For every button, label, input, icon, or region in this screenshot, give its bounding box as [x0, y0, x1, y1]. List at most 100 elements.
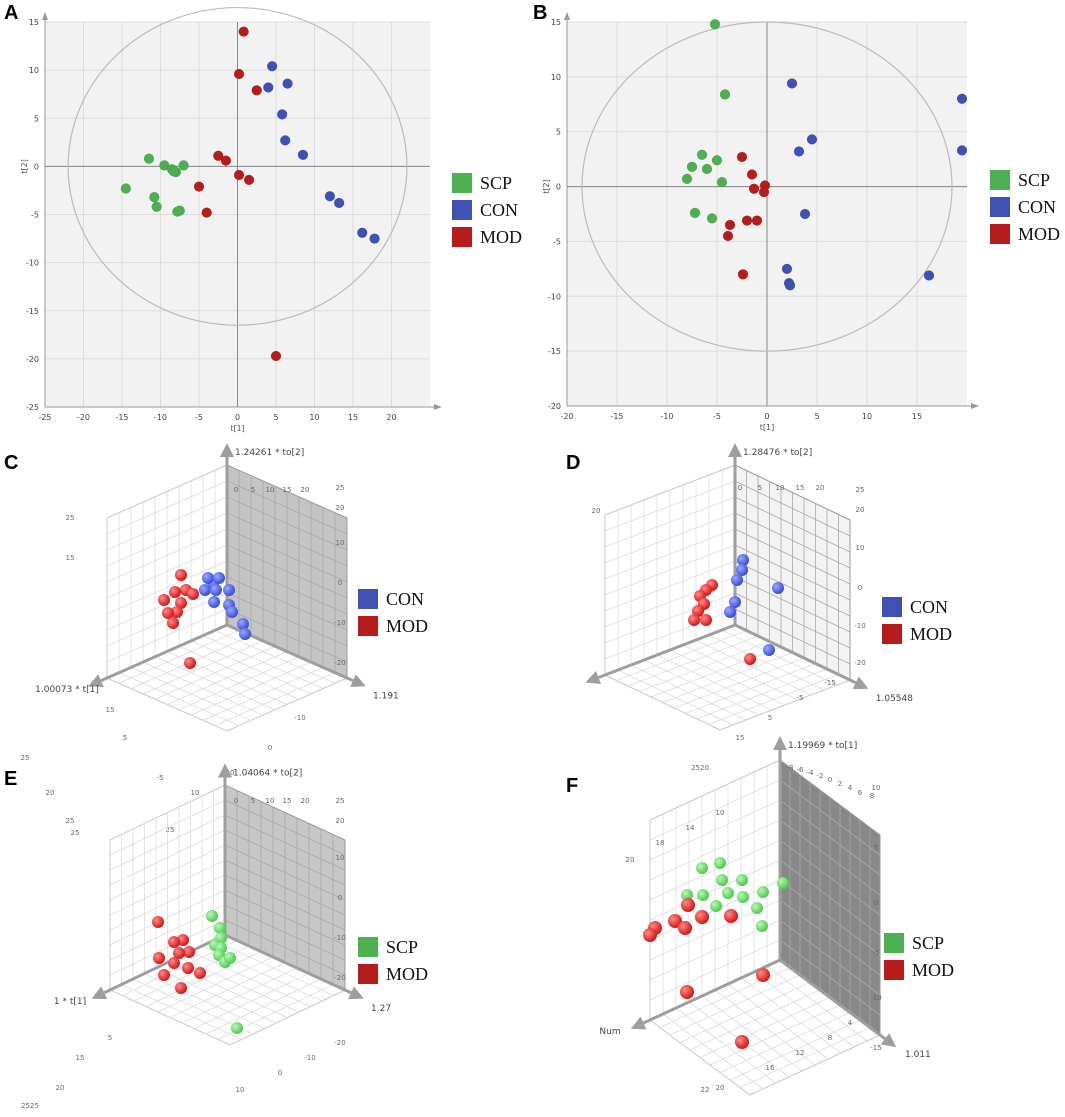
data-point-con: [239, 628, 251, 640]
grid-line: [154, 656, 276, 711]
grid-line: [649, 819, 781, 881]
grid-line: [604, 544, 736, 596]
axis-tick-label: 25: [336, 484, 345, 492]
axis-tick-label: 8: [828, 1034, 832, 1042]
grid-line: [226, 480, 348, 535]
legend-label-scp: SCP: [912, 933, 944, 953]
grid-line: [121, 984, 242, 1040]
data-point-con: [786, 78, 798, 89]
grid-line: [779, 779, 881, 856]
x-tick-label: -20: [77, 413, 90, 422]
grid-line: [701, 995, 803, 1072]
data-point-mod: [167, 617, 179, 629]
y-tick-label: 5: [556, 128, 561, 137]
grid-line: [649, 839, 781, 901]
z-axis-head: [220, 443, 234, 457]
axis-tick-label: 25: [21, 754, 30, 762]
data-point-scp: [714, 857, 726, 869]
data-point-mod: [243, 174, 255, 186]
grid-line: [662, 652, 793, 703]
data-point-mod: [748, 183, 760, 195]
axis-tick-label: 25: [66, 817, 75, 825]
axis-tick-label: 0: [338, 894, 342, 902]
grid-line: [630, 664, 747, 721]
data-point-mod: [746, 169, 758, 180]
score-plot-3d-e: 0 5 10 15 20 2520100-10-2025252520155100-10-2…: [21, 763, 428, 1110]
data-point-mod: [643, 928, 657, 942]
axis-tick-label: 5: [123, 734, 127, 742]
grid-line: [144, 973, 265, 1029]
data-point-mod: [169, 586, 181, 598]
grid-line: [673, 657, 805, 709]
grid-line: [779, 799, 881, 876]
data-point-mod: [153, 952, 165, 964]
data-point-mod: [158, 969, 170, 981]
data-point-con: [266, 61, 278, 72]
legend-label-scp: SCP: [1018, 170, 1050, 190]
score-plot-3d-c: 0 5 10 15 20 25 20 10 0 -10 -20 25 15 15 5 -5 10 20 0 -10 25…: [21, 443, 428, 837]
grid-line: [656, 654, 773, 711]
y-tick-label: 0: [556, 183, 561, 192]
data-point-con: [784, 280, 796, 291]
legend-label-mod: MOD: [480, 227, 522, 247]
x-tick-label: -5: [713, 412, 721, 421]
axis-tick-label: -10: [304, 1054, 315, 1062]
data-point-con: [956, 145, 968, 156]
x-axis-arrow: [971, 403, 979, 409]
grid-line: [779, 859, 881, 936]
x-axis-head: [88, 674, 104, 688]
data-point-mod: [175, 982, 187, 994]
axis-tick-label: 5: [758, 484, 762, 492]
data-point-scp: [681, 173, 693, 185]
grid-line: [696, 668, 828, 720]
grid-line: [649, 799, 781, 861]
hotelling-ellipse: [581, 21, 953, 352]
axis-tick-label: -15: [824, 679, 835, 687]
axis-tick-label: 20: [856, 506, 865, 514]
y-tick-label: 10: [551, 73, 561, 82]
axis-tick-label: -20: [334, 974, 345, 982]
grid-line: [719, 1012, 851, 1073]
x-tick-label: 10: [309, 413, 319, 422]
y-axis-arrow: [42, 12, 48, 20]
data-point-mod: [736, 151, 748, 163]
data-point-mod: [175, 569, 187, 581]
axis-tick-label: -5: [797, 694, 804, 702]
y-axis: [779, 958, 886, 1040]
legend-swatch-mod: [358, 964, 378, 984]
x-tick-label: -15: [610, 412, 623, 421]
x-tick-label: -10: [660, 412, 673, 421]
x-tick-label: 20: [386, 413, 396, 422]
axis-tick-label: 20: [626, 856, 635, 864]
axis-tick-label: 10: [336, 539, 345, 547]
grid-line: [118, 672, 240, 727]
data-point-con: [282, 78, 293, 89]
data-point-mod: [722, 230, 734, 242]
x-axis-head: [630, 1016, 647, 1030]
x-tick-label: -10: [154, 413, 167, 422]
data-point-scp: [706, 213, 718, 224]
x-axis: [642, 958, 781, 1025]
data-point-scp: [719, 89, 731, 100]
axis-tick-label: 0: [874, 899, 878, 907]
axis-tick-label: 15: [66, 554, 75, 562]
y-tick-label: -5: [553, 237, 561, 246]
y-axis: [734, 623, 857, 685]
grid-line: [224, 844, 346, 901]
data-point-mod: [681, 898, 695, 912]
axis-tick-label: 20: [592, 507, 601, 515]
data-point-scp: [149, 191, 160, 203]
y-tick-label: 5: [34, 114, 39, 123]
axis-tick-label: 0: [338, 579, 342, 587]
legend-label-mod: MOD: [910, 624, 952, 644]
data-point-mod: [678, 921, 692, 935]
z-axis-head: [773, 736, 787, 750]
data-point-mod: [724, 219, 736, 231]
y-axis-head: [880, 1033, 897, 1048]
axis-tick-label: -2: [817, 772, 824, 780]
axis-tick-label: 25: [336, 797, 345, 805]
data-point-scp: [722, 887, 734, 899]
data-point-scp: [231, 1022, 243, 1034]
data-point-scp: [709, 18, 721, 30]
y-tick-label: -10: [548, 292, 561, 301]
